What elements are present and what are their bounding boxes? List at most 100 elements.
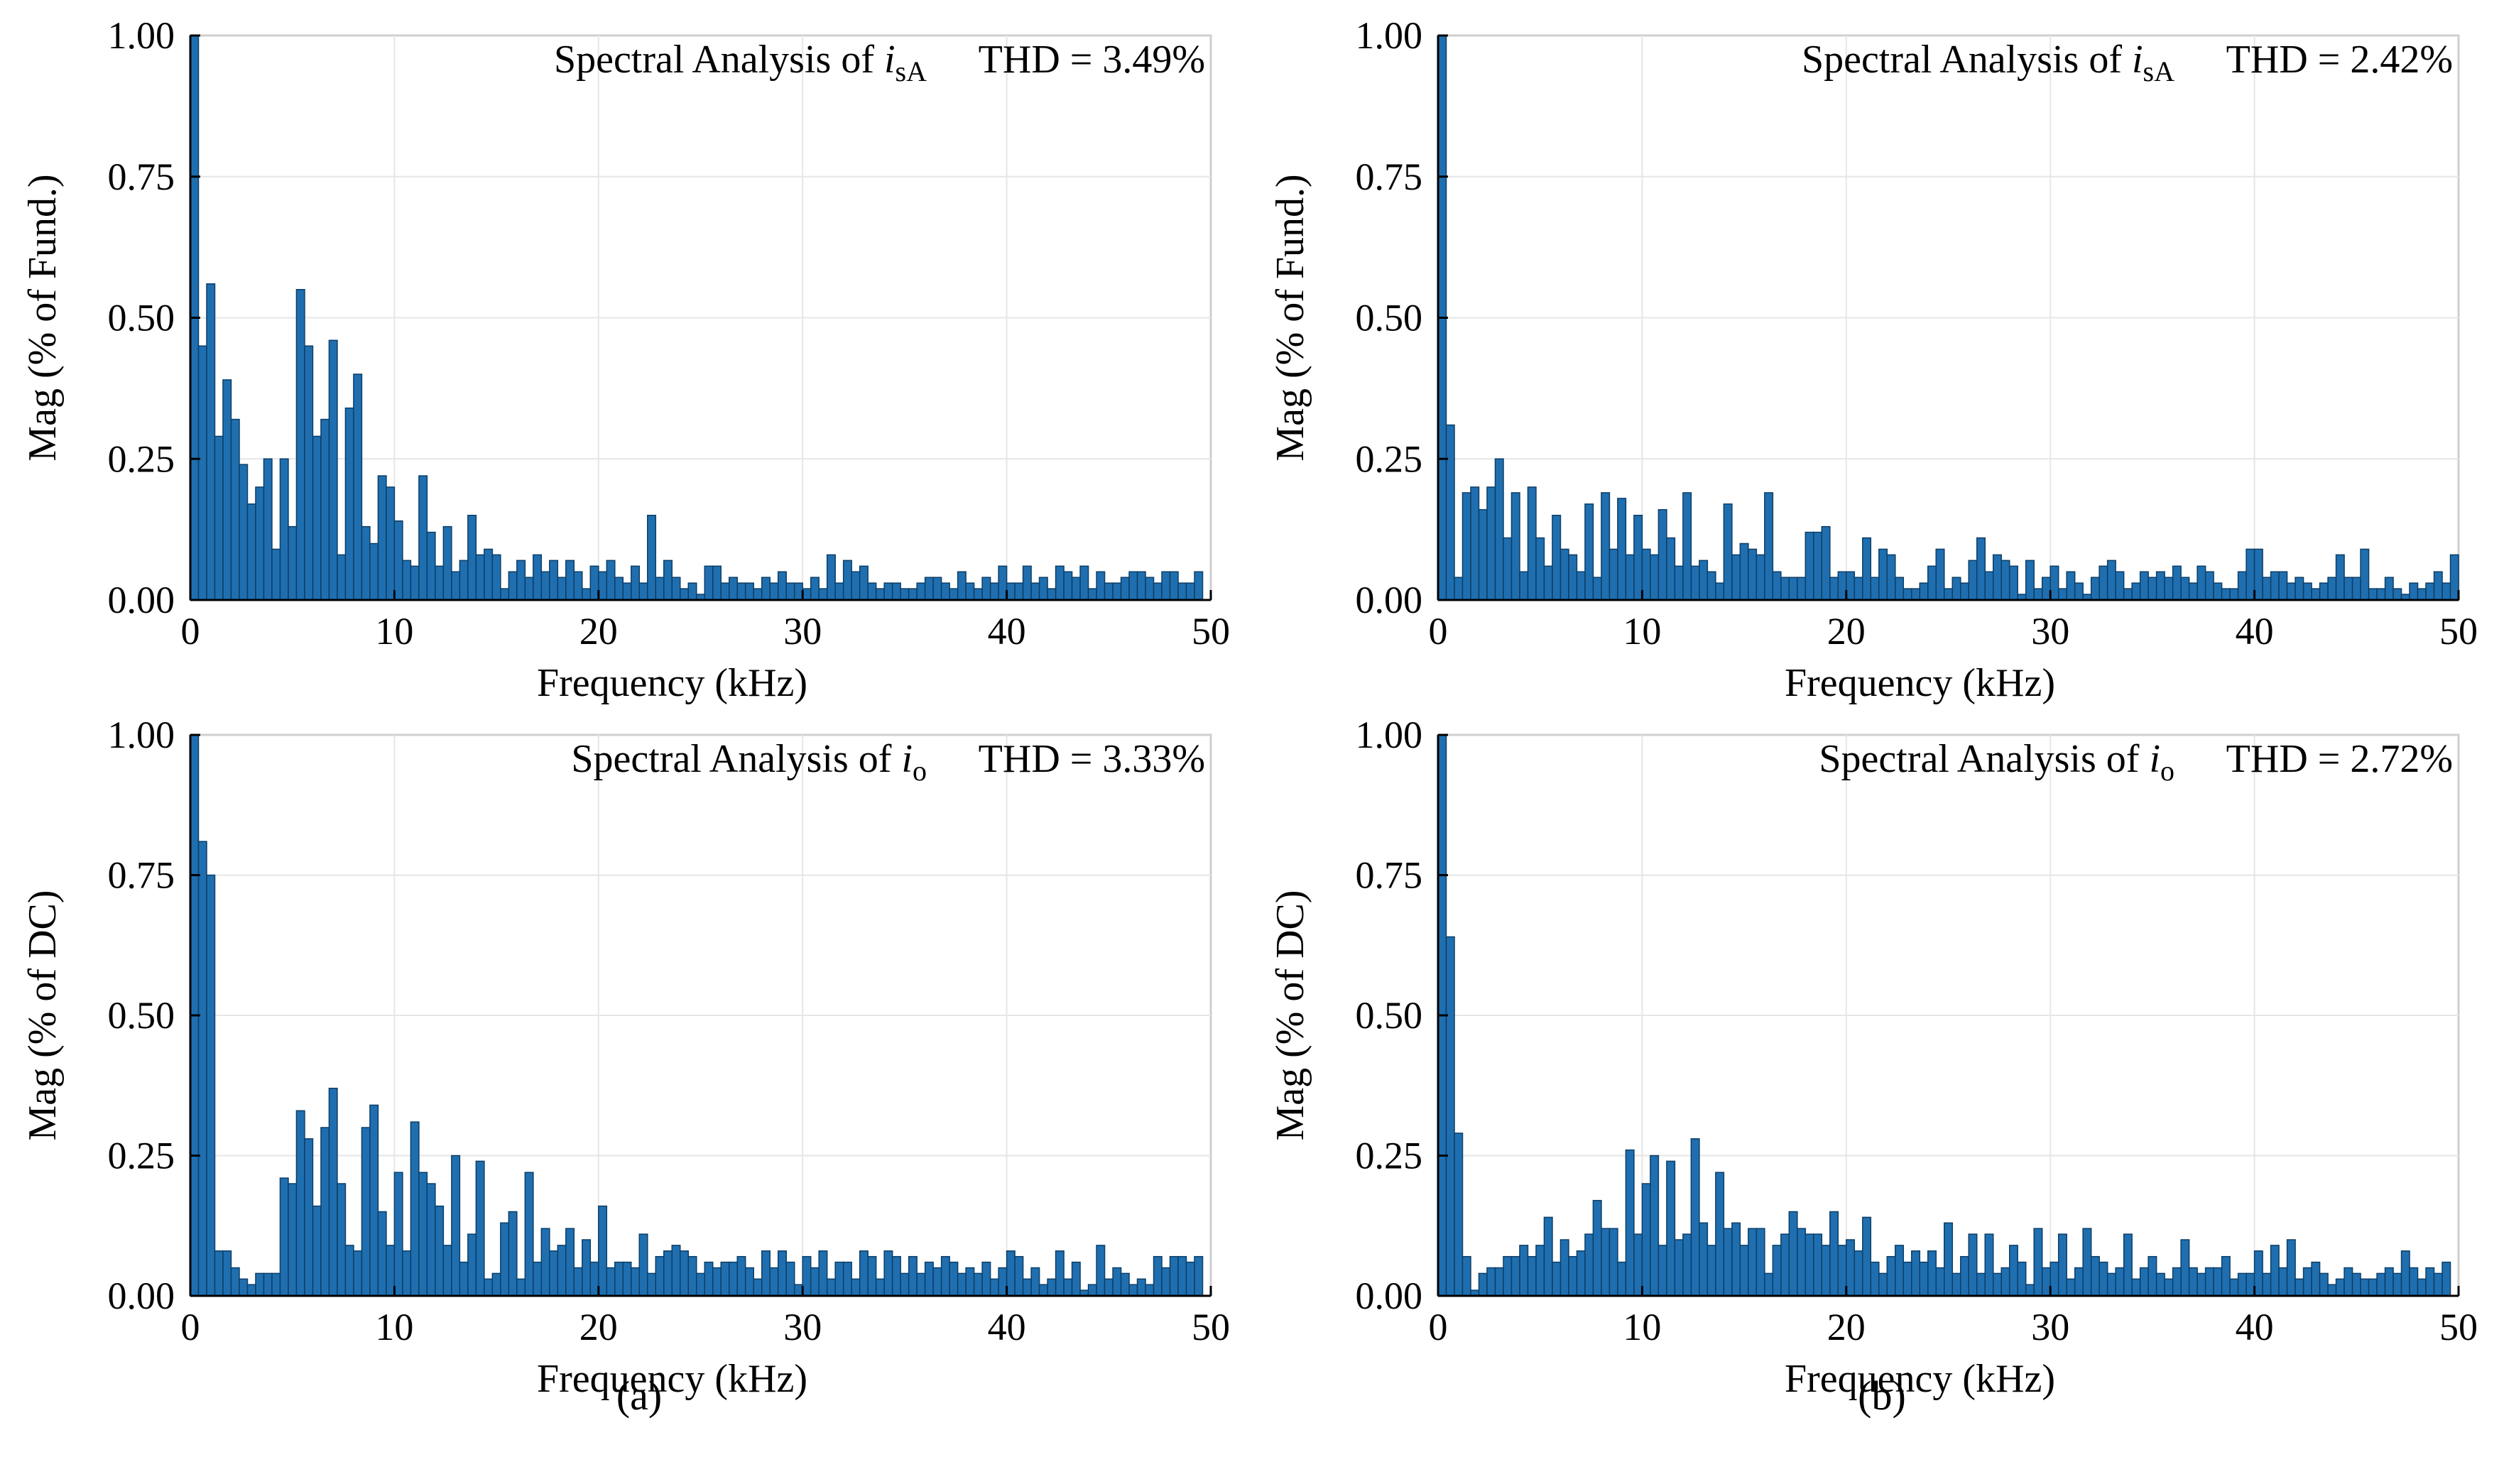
- bar: [973, 588, 983, 601]
- bar: [1047, 588, 1057, 601]
- bar: [1813, 531, 1823, 601]
- bar: [1527, 486, 1537, 601]
- bar: [246, 503, 256, 601]
- bar: [2335, 1278, 2345, 1297]
- bar: [2449, 554, 2459, 601]
- bar: [2164, 1278, 2174, 1297]
- x-tick-label: 30: [2031, 610, 2069, 653]
- title-variable: i: [901, 737, 913, 781]
- bar: [2025, 1284, 2035, 1297]
- bar: [1592, 577, 1602, 601]
- bar: [2131, 1278, 2141, 1297]
- bar: [2319, 1272, 2329, 1297]
- bar: [312, 435, 322, 601]
- bar: [1470, 486, 1480, 601]
- bar: [1650, 554, 1660, 601]
- title-prefix: Spectral Analysis of: [1802, 38, 2132, 82]
- y-tick-label: 0.00: [1356, 1275, 1423, 1317]
- bar: [2115, 571, 2125, 601]
- y-tick-label: 0.00: [1356, 579, 1423, 621]
- bar: [859, 565, 869, 601]
- y-axis-label: Mag (% of Fund.): [1268, 174, 1312, 461]
- bar: [647, 1272, 657, 1297]
- bar: [2278, 571, 2288, 601]
- bar: [222, 379, 232, 601]
- bar: [1543, 1216, 1553, 1297]
- bar: [435, 565, 445, 601]
- bar: [1071, 1261, 1081, 1297]
- bar: [320, 418, 330, 601]
- bar: [769, 1267, 779, 1297]
- bar: [410, 565, 420, 601]
- bar: [761, 577, 771, 601]
- bar: [875, 588, 885, 601]
- bar: [491, 1272, 501, 1297]
- bar: [500, 588, 510, 601]
- bar: [214, 1250, 224, 1297]
- bar: [2074, 582, 2084, 601]
- bar: [459, 560, 469, 601]
- bar: [1959, 582, 1969, 601]
- bar: [1177, 582, 1187, 601]
- bar: [1633, 515, 1643, 601]
- bar: [1510, 492, 1520, 601]
- bar: [2221, 1255, 2231, 1297]
- bar: [793, 582, 803, 601]
- bar: [891, 582, 901, 601]
- bar: [720, 582, 730, 601]
- bar: [1944, 1222, 1953, 1297]
- bar: [279, 458, 289, 601]
- y-axis-label: Mag (% of DC): [21, 890, 65, 1140]
- bar: [353, 373, 363, 601]
- bar: [361, 525, 371, 601]
- bar: [2425, 1267, 2435, 1297]
- bar: [255, 1272, 265, 1297]
- bar: [631, 565, 641, 601]
- y-tick-label: 1.00: [108, 14, 175, 57]
- bar: [2213, 582, 2223, 601]
- bar: [2351, 577, 2361, 601]
- bar: [1853, 1250, 1863, 1297]
- title-prefix: Spectral Analysis of: [554, 38, 884, 82]
- bar: [785, 1261, 795, 1297]
- bar: [1608, 548, 1618, 601]
- bar: [1071, 577, 1081, 601]
- bar: [1185, 582, 1195, 601]
- bar: [712, 565, 722, 601]
- bar: [2180, 577, 2190, 601]
- bar: [622, 582, 632, 601]
- bar: [508, 1211, 518, 1297]
- bar: [1641, 1183, 1651, 1297]
- x-tick-label: 10: [1623, 610, 1661, 653]
- panel-a-top: 0 10 20 30 40 50 0.00 0.25 0.50 0.75 1.00 Frequency…: [21, 14, 1230, 705]
- bar: [1445, 936, 1455, 1297]
- bar: [1682, 1233, 1692, 1297]
- bar: [2278, 1267, 2288, 1297]
- bar: [2262, 1272, 2272, 1297]
- bar: [549, 1250, 559, 1297]
- bar: [753, 1278, 763, 1297]
- bar: [1047, 1278, 1057, 1297]
- bar: [687, 582, 697, 601]
- bar: [1706, 1245, 1716, 1297]
- bar: [1846, 571, 1856, 601]
- bar: [1120, 577, 1130, 601]
- bar: [2066, 571, 2076, 601]
- x-tick-label: 0: [1429, 610, 1448, 653]
- bar: [638, 582, 648, 601]
- bar: [533, 1261, 543, 1297]
- y-tick-label: 0.75: [108, 156, 175, 198]
- bar: [353, 1250, 363, 1297]
- bar: [582, 1239, 592, 1297]
- bar: [614, 1261, 624, 1297]
- bar: [1063, 1278, 1073, 1297]
- bar: [2442, 1261, 2451, 1297]
- y-tick-label: 0.25: [108, 437, 175, 480]
- bar: [516, 560, 526, 601]
- bar: [622, 1261, 632, 1297]
- bar: [2327, 577, 2337, 601]
- bar: [932, 577, 942, 601]
- bar: [859, 1250, 869, 1297]
- bar: [1006, 582, 1016, 601]
- bar: [1478, 1272, 1488, 1297]
